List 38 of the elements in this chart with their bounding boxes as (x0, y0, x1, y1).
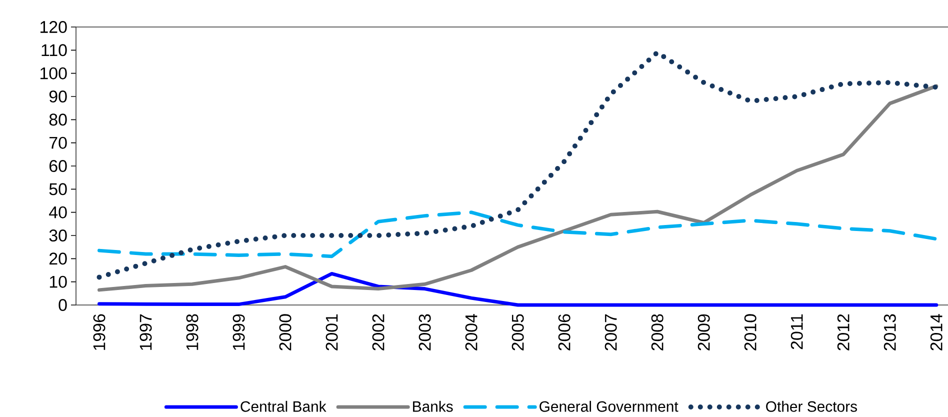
y-tick-label: 110 (42, 44, 67, 56)
x-tick-label: 2003 (418, 314, 431, 350)
x-tick-label: 1997 (140, 314, 152, 350)
x-tick-label: 2010 (744, 314, 756, 350)
y-tick-label: 80 (49, 114, 67, 126)
x-tick-label: 2014 (930, 314, 942, 350)
x-tick-label: 2011 (790, 314, 803, 350)
y-tick-label: 40 (49, 206, 67, 218)
x-tick-label: 2000 (279, 314, 292, 350)
x-tick-label: 2013 (884, 314, 896, 350)
x-tick-label: 2002 (372, 314, 384, 350)
line-series (98, 84, 938, 292)
y-tick-label: 90 (49, 90, 67, 102)
y-tick-label: 50 (49, 183, 67, 196)
x-tick-label: 1999 (232, 314, 245, 350)
y-tick-label: 100 (40, 67, 67, 80)
y-tick-label: 20 (50, 252, 67, 265)
y-tick-label: 0 (58, 299, 67, 311)
legend-label: Other Sectors (766, 400, 857, 412)
y-tick-label: 30 (49, 230, 67, 242)
x-tick-label: 2012 (837, 314, 850, 350)
x-tick-label: 2009 (698, 314, 710, 350)
line-series (98, 210, 938, 258)
x-tick-label: 1996 (93, 314, 106, 350)
x-tick-label: 2007 (604, 314, 617, 350)
y-tick-label: 70 (50, 136, 67, 149)
legend-label: Banks (413, 400, 453, 412)
x-tick-label: 1998 (186, 314, 198, 350)
x-tick-label: 2005 (512, 314, 524, 350)
x-tick-label: 2001 (326, 314, 338, 350)
legend-label: Central Bank (240, 400, 326, 412)
y-tick-label: 10 (50, 276, 67, 288)
x-tick-label: 2004 (465, 314, 478, 350)
y-tick-label: 120 (40, 21, 67, 33)
y-tick-label: 60 (50, 160, 67, 172)
x-tick-label: 2006 (558, 314, 570, 350)
legend-label: General Government (540, 400, 678, 412)
x-tick-label: 2008 (651, 314, 664, 350)
